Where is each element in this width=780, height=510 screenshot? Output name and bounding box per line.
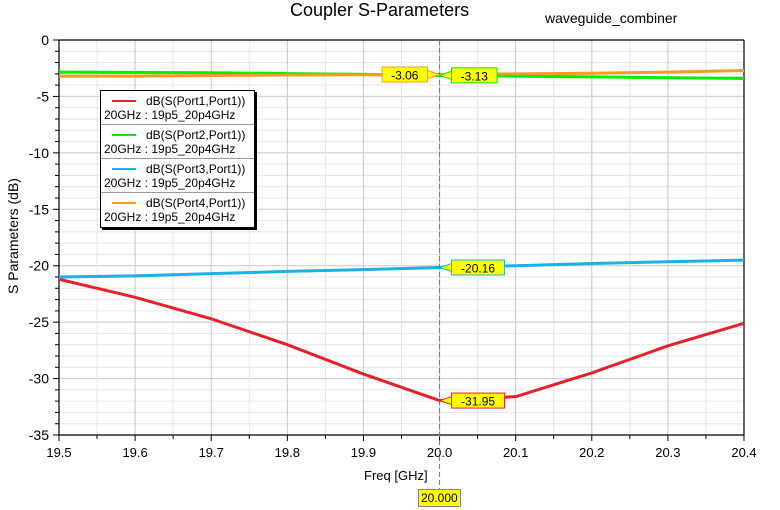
legend-swatch (112, 99, 136, 102)
svg-text:19.6: 19.6 (122, 445, 147, 460)
svg-text:-25: -25 (29, 314, 49, 330)
legend-entry[interactable]: dB(S(Port1,Port1)) 20GHz : 19p5_20p4GHz (101, 91, 254, 125)
legend-entry[interactable]: dB(S(Port2,Port1)) 20GHz : 19p5_20p4GHz (101, 125, 254, 159)
svg-text:19.9: 19.9 (351, 445, 376, 460)
svg-text:-5: -5 (37, 88, 50, 104)
legend[interactable]: dB(S(Port1,Port1)) 20GHz : 19p5_20p4GHz … (100, 90, 255, 228)
svg-text:-20: -20 (29, 258, 49, 274)
svg-text:-3.06: -3.06 (391, 69, 419, 83)
svg-text:20.2: 20.2 (579, 445, 604, 460)
svg-text:19.5: 19.5 (46, 445, 71, 460)
svg-text:-31.95: -31.95 (461, 395, 495, 409)
svg-text:-35: -35 (29, 427, 49, 443)
legend-sublabel: 20GHz : 19p5_20p4GHz (104, 210, 236, 224)
legend-swatch (112, 167, 136, 170)
svg-text:20.3: 20.3 (655, 445, 680, 460)
legend-label: dB(S(Port3,Port1)) (146, 161, 246, 176)
chart-subtitle: waveguide_combiner (545, 10, 678, 26)
svg-text:-30: -30 (29, 371, 49, 387)
svg-text:-15: -15 (29, 201, 49, 217)
legend-entry[interactable]: dB(S(Port4,Port1)) 20GHz : 19p5_20p4GHz (101, 193, 254, 227)
svg-text:0: 0 (41, 32, 49, 48)
legend-entry[interactable]: dB(S(Port3,Port1)) 20GHz : 19p5_20p4GHz (101, 159, 254, 193)
legend-swatch (112, 201, 136, 204)
svg-text:20.1: 20.1 (503, 445, 528, 460)
chart-title: Coupler S-Parameters (290, 0, 470, 20)
marker-x-label[interactable]: 20.000 (418, 489, 461, 507)
legend-label: dB(S(Port2,Port1)) (146, 127, 246, 142)
svg-text:-10: -10 (29, 145, 49, 161)
svg-text:-20.16: -20.16 (461, 262, 495, 276)
svg-text:20.4: 20.4 (731, 445, 756, 460)
legend-sublabel: 20GHz : 19p5_20p4GHz (104, 108, 236, 122)
legend-sublabel: 20GHz : 19p5_20p4GHz (104, 176, 236, 190)
legend-swatch (112, 133, 136, 136)
svg-text:19.7: 19.7 (199, 445, 224, 460)
legend-label: dB(S(Port4,Port1)) (146, 195, 246, 210)
svg-text:19.8: 19.8 (275, 445, 300, 460)
svg-text:-3.13: -3.13 (461, 69, 489, 83)
legend-sublabel: 20GHz : 19p5_20p4GHz (104, 142, 236, 156)
x-axis-label: Freq [GHz] (364, 468, 428, 483)
legend-label: dB(S(Port1,Port1)) (146, 93, 246, 108)
